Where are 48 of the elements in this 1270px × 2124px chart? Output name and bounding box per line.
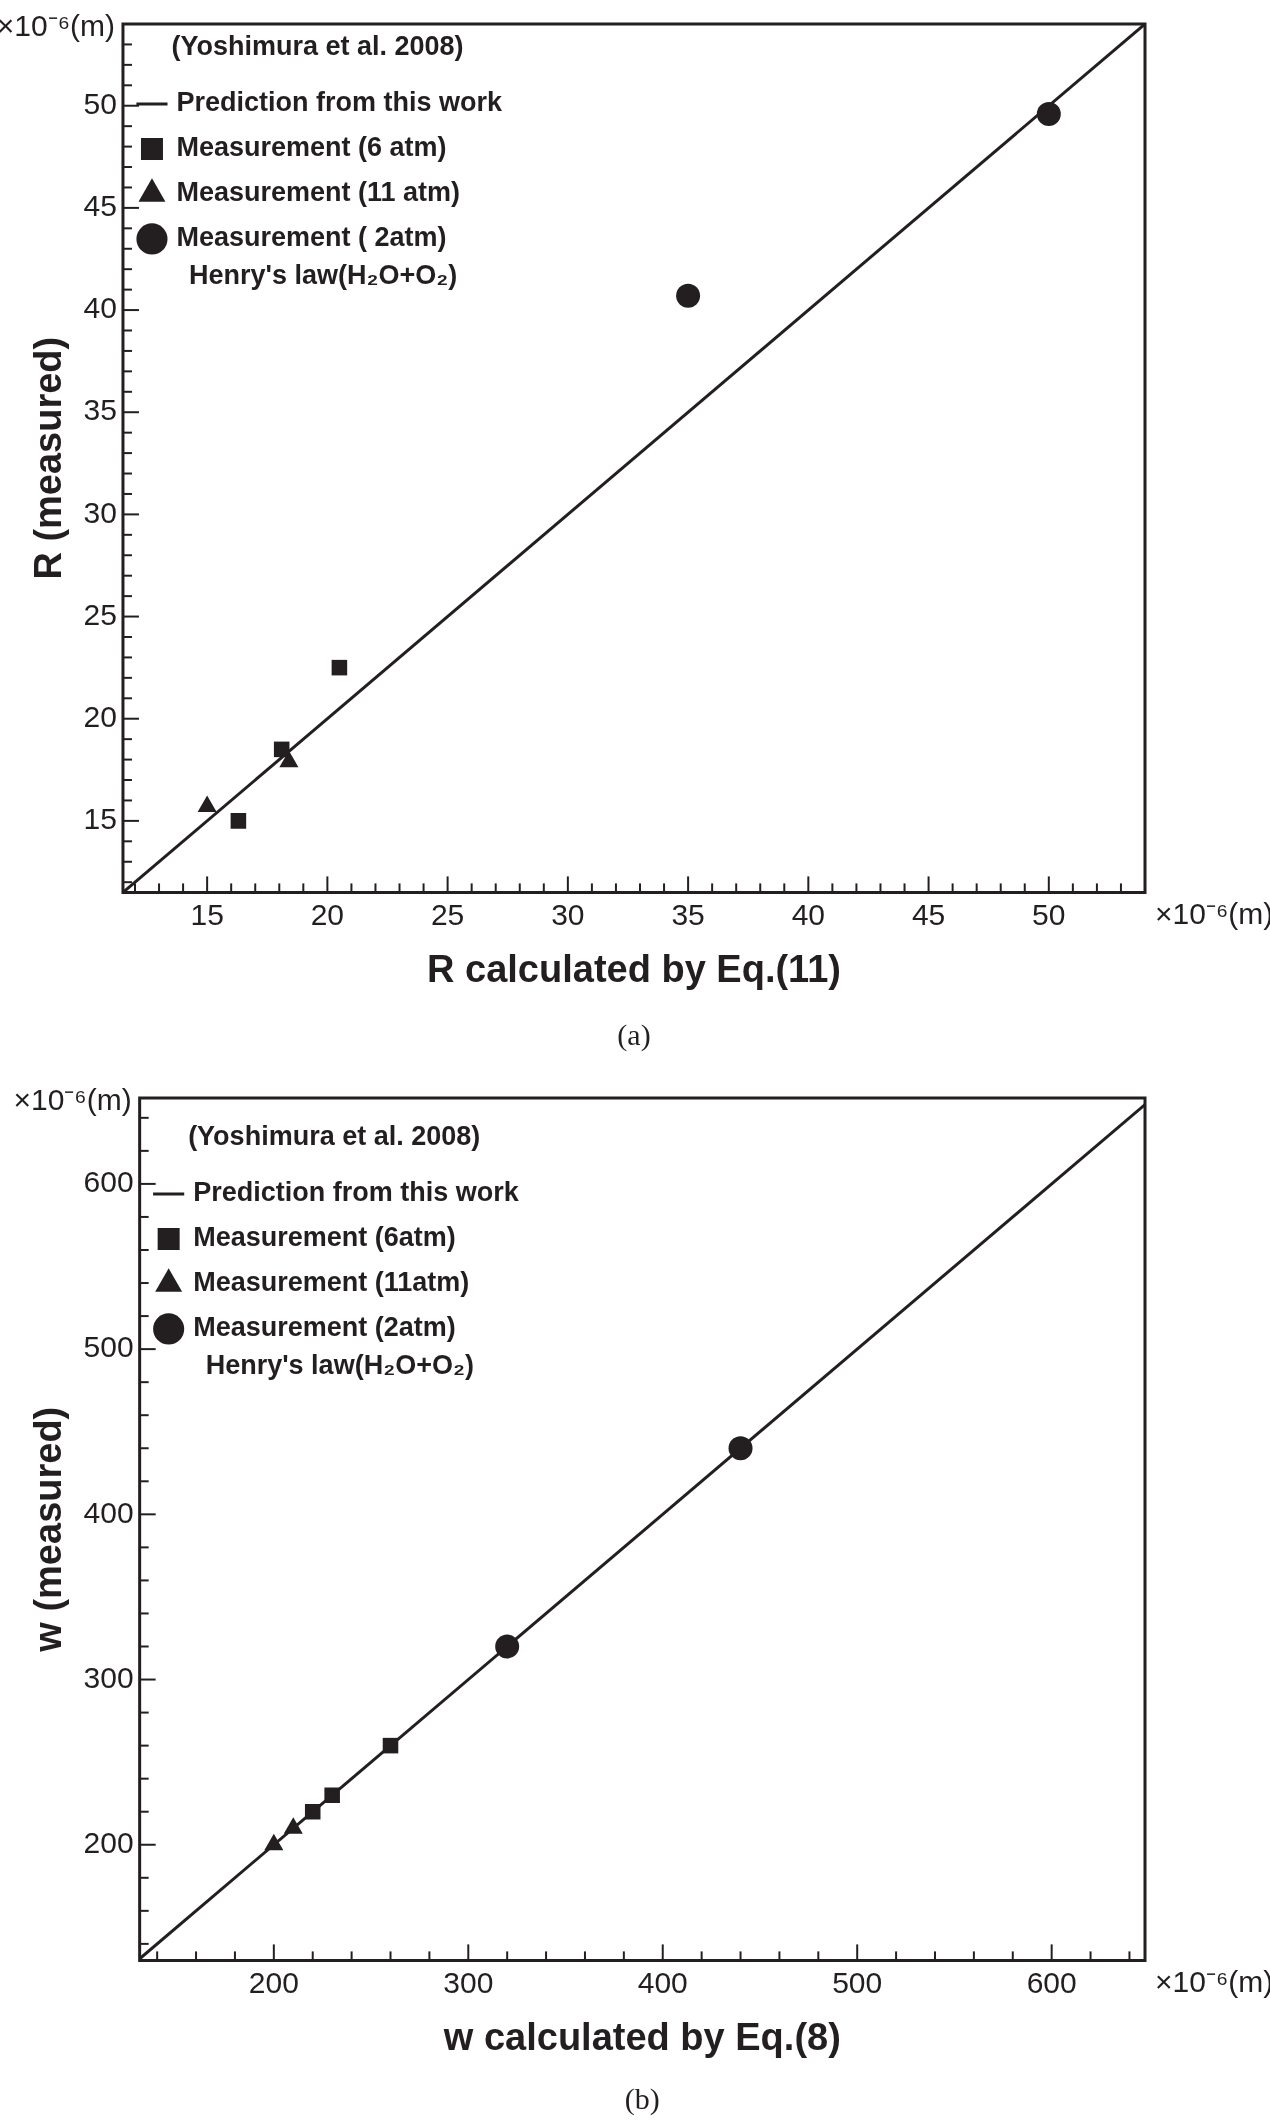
legend-label: Prediction from this work [193, 1177, 520, 1208]
y-tick-label: 40 [83, 291, 117, 325]
x-tick-label: 500 [832, 1965, 883, 1999]
x-axis-title: R calculated by Eq.(11) [427, 947, 841, 990]
y-tick-label: 50 [83, 87, 117, 120]
y-tick-label: 200 [83, 1826, 134, 1860]
x-tick-label: 25 [430, 897, 465, 931]
y-tick-label: 500 [83, 1330, 134, 1364]
legend-title: (Yoshimura et al. 2008) [171, 30, 464, 61]
legend-label: Prediction from this work [176, 87, 503, 118]
y-tick-label: 15 [83, 802, 117, 836]
legend-label: Measurement (11atm) [193, 1267, 470, 1298]
legend-label: Measurement (11 atm) [176, 177, 461, 208]
y-tick-label: 35 [83, 393, 117, 427]
x-tick-label: 20 [310, 897, 345, 931]
text: ×10⁻⁶(m) [13, 1083, 132, 1117]
y-tick-label: 45 [83, 189, 117, 223]
text: (a) [617, 1017, 651, 1052]
point [676, 283, 701, 308]
y-tick-label: 30 [83, 495, 117, 529]
x-tick-label: 200 [248, 1965, 299, 1999]
legend-label: Measurement ( 2atm) [176, 222, 447, 253]
point [230, 813, 247, 829]
x-tick-label: 35 [671, 897, 705, 931]
legend-label: Measurement (6 atm) [176, 132, 447, 163]
x-tick-label: 45 [911, 897, 946, 931]
legend-label: Measurement (2atm) [193, 1312, 456, 1343]
legend-label: Measurement (6atm) [193, 1222, 456, 1253]
y-tick-label: 600 [83, 1165, 134, 1199]
y-tick-label: 25 [83, 597, 117, 631]
point [331, 659, 348, 676]
x-tick-label: 15 [190, 897, 224, 931]
y-tick-label: 20 [83, 699, 117, 733]
y-axis-title: w (measured) [27, 1406, 70, 1653]
x-axis-title: w calculated by Eq.(8) [442, 2015, 841, 2058]
x-tick-label: 30 [551, 897, 585, 931]
annotation: Henry's law(H₂O+O₂) [205, 1349, 474, 1380]
x-tick-label: 400 [637, 1965, 688, 1999]
y-tick-label: 400 [83, 1495, 134, 1529]
x-tick-label: 50 [1032, 897, 1066, 931]
annotation: Henry's law(H₂O+O₂) [188, 259, 458, 290]
legend-title: (Yoshimura et al. 2008) [188, 1120, 481, 1151]
x-tick-label: 600 [1026, 1965, 1077, 1999]
text: (b) [624, 2081, 660, 2116]
x-tick-label: 300 [443, 1965, 494, 1999]
x-tick-label: 40 [791, 897, 826, 931]
y-axis-title: R (measured) [27, 336, 70, 580]
y-tick-label: 300 [83, 1660, 134, 1694]
